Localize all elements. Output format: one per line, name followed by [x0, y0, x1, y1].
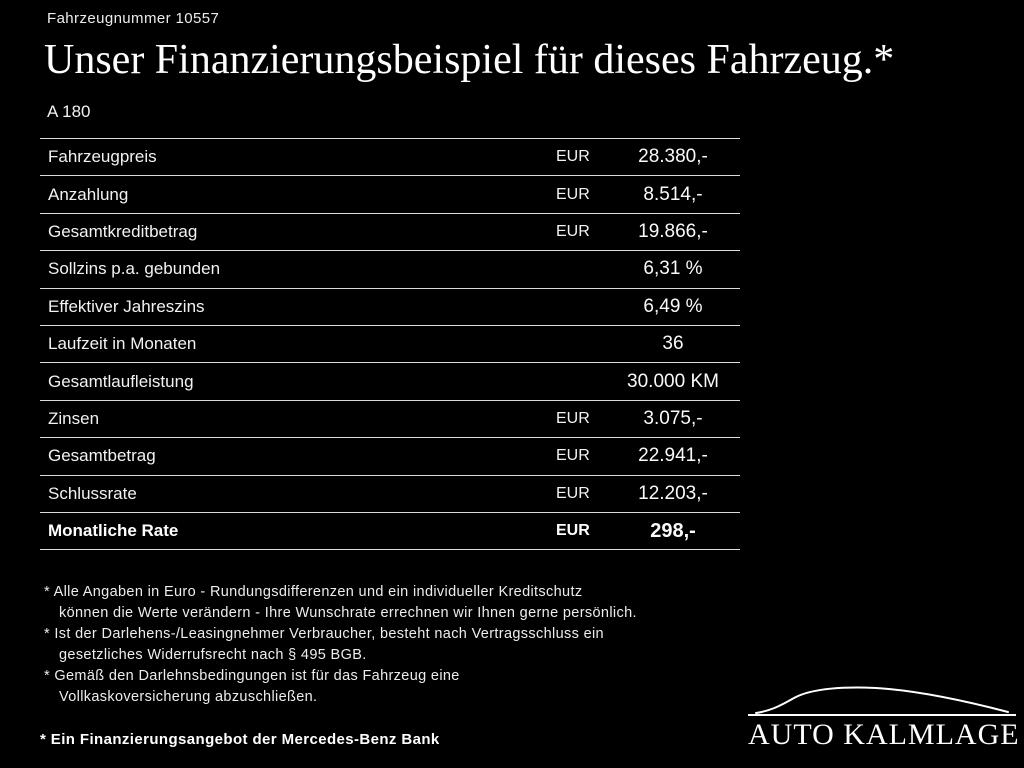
row-currency: EUR	[556, 447, 590, 465]
footnote-line: * Gemäß den Darlehnsbedingungen ist für …	[44, 668, 460, 684]
row-value: 3.075,-	[643, 407, 703, 429]
dealer-name: AUTO KALMLAGE	[748, 718, 1020, 751]
table-row: Anzahlung EUR 8.514,-	[40, 176, 740, 214]
row-currency: EUR	[556, 484, 590, 502]
row-value: 36	[662, 333, 684, 355]
table-row: Monatliche Rate EUR 298,-	[40, 513, 740, 551]
row-value: 6,31 %	[643, 258, 703, 280]
page-title: Unser Finanzierungsbeispiel für dieses F…	[44, 37, 895, 83]
row-label: Sollzins p.a. gebunden	[48, 259, 221, 279]
vehicle-model: A 180	[47, 102, 91, 121]
vehicle-number: Fahrzeugnummer 10557	[47, 10, 220, 27]
row-label: Laufzeit in Monaten	[48, 334, 197, 354]
row-label: Zinsen	[48, 408, 100, 428]
row-value: 298,-	[650, 519, 696, 542]
row-label: Effektiver Jahreszins	[48, 296, 205, 316]
table-row: Sollzins p.a. gebunden 6,31 %	[40, 251, 740, 289]
row-label: Gesamtkreditbetrag	[48, 221, 198, 241]
row-currency: EUR	[556, 409, 590, 427]
footnote-line: * Ist der Darlehens-/Leasingnehmer Verbr…	[44, 626, 604, 642]
row-value: 19.866,-	[638, 220, 708, 242]
row-label: Fahrzeugpreis	[48, 147, 157, 167]
financing-table: Fahrzeugpreis EUR 28.380,- Anzahlung EUR 8.51…	[40, 138, 740, 551]
row-value: 28.380,-	[638, 146, 708, 168]
footnote-line: * Alle Angaben in Euro - Rundungsdiffere…	[44, 584, 583, 600]
table-row: Gesamtkreditbetrag EUR 19.866,-	[40, 214, 740, 252]
table-row: Gesamtlaufleistung 30.000 KM	[40, 363, 740, 401]
row-currency: EUR	[556, 148, 590, 166]
row-value: 30.000 KM	[627, 370, 719, 392]
footnote-line: Vollkaskoversicherung abzuschließen.	[59, 689, 318, 705]
bank-offer-note: * Ein Finanzierungsangebot der Mercedes-…	[40, 731, 440, 748]
table-row: Gesamtbetrag EUR 22.941,-	[40, 438, 740, 476]
footnote-line: gesetzliches Widerrufsrecht nach § 495 B…	[59, 647, 367, 663]
table-row: Schlussrate EUR 12.203,-	[40, 476, 740, 513]
row-value: 8.514,-	[643, 183, 703, 205]
table-row: Fahrzeugpreis EUR 28.380,-	[40, 139, 740, 177]
row-currency: EUR	[556, 185, 590, 203]
row-currency: EUR	[556, 522, 590, 540]
row-value: 6,49 %	[643, 295, 703, 317]
table-row: Zinsen EUR 3.075,-	[40, 401, 740, 439]
row-label: Anzahlung	[48, 184, 129, 204]
row-currency: EUR	[556, 222, 590, 240]
row-value: 22.941,-	[638, 445, 708, 467]
row-label: Gesamtbetrag	[48, 446, 156, 466]
row-label: Schlussrate	[48, 483, 137, 503]
dealer-logo: AUTO KALMLAGE	[748, 686, 1020, 752]
row-label: Monatliche Rate	[48, 521, 179, 541]
footnote-line: können die Werte verändern - Ihre Wunsch…	[59, 605, 637, 621]
row-value: 12.203,-	[638, 482, 708, 504]
car-silhouette-icon	[755, 686, 1009, 714]
table-row: Laufzeit in Monaten 36	[40, 326, 740, 364]
logo-divider	[748, 714, 1016, 716]
table-row: Effektiver Jahreszins 6,49 %	[40, 289, 740, 326]
footnotes: * Alle Angaben in Euro - Rundungsdiffere…	[44, 582, 764, 708]
row-label: Gesamtlaufleistung	[48, 371, 194, 391]
